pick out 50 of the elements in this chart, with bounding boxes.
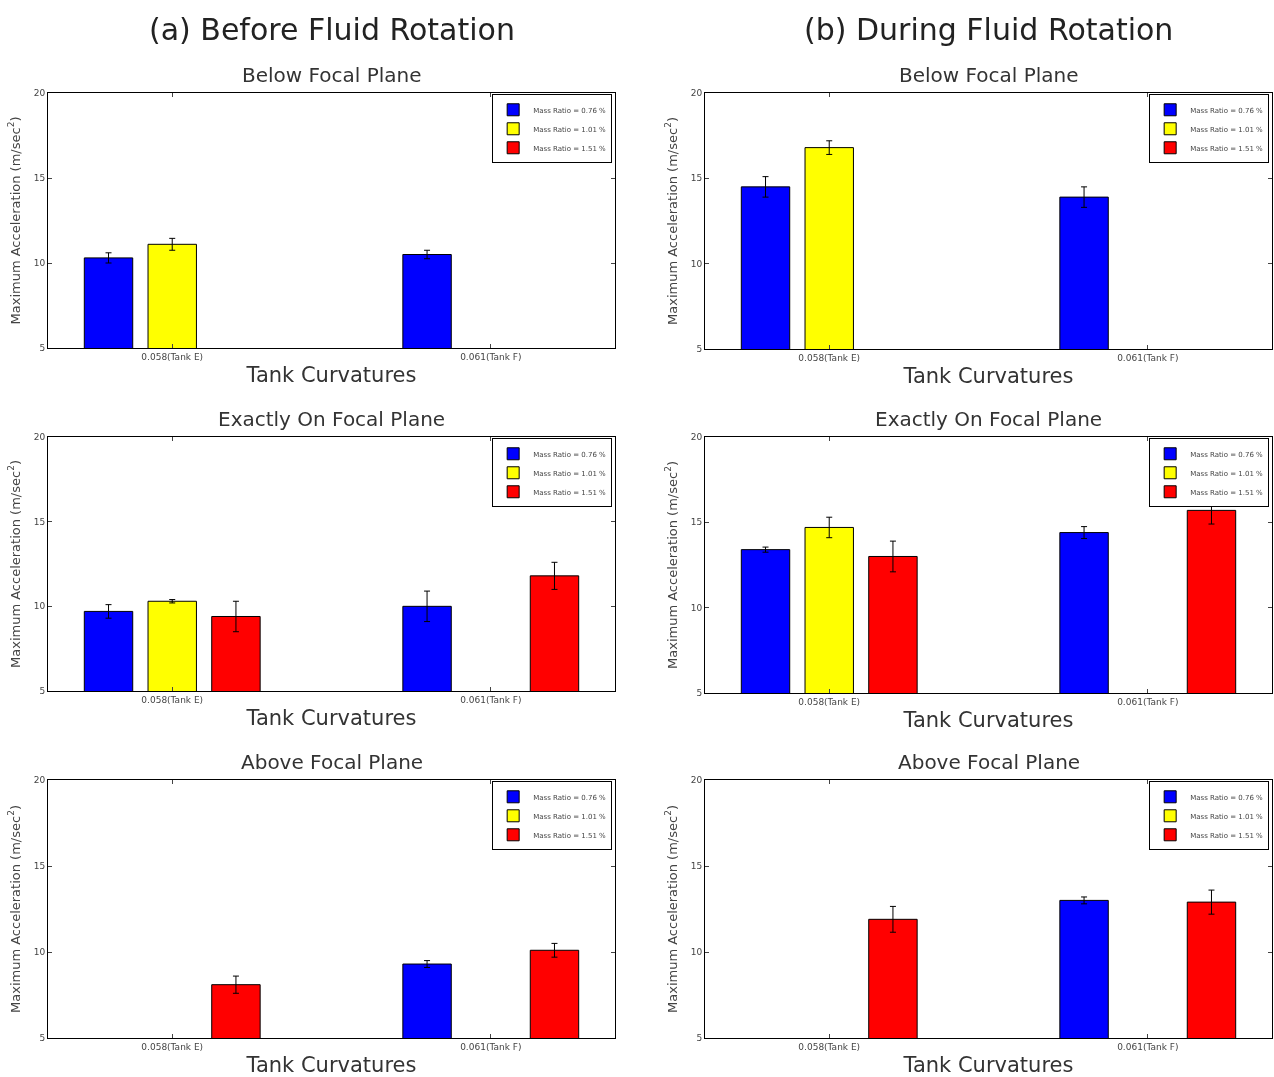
- y-tick-label: 10: [690, 602, 703, 613]
- x-tick-label: 0.061(Tank F): [460, 351, 522, 362]
- y-tick-label: 20: [33, 88, 46, 99]
- y-tick-label: 10: [33, 947, 46, 958]
- x-axis-title: Tank Curvatures: [902, 364, 1074, 388]
- x-tick-label: 0.058(Tank E): [141, 694, 204, 705]
- y-tick-label: 20: [33, 432, 46, 443]
- chart-title: Exactly On Focal Plane: [218, 407, 446, 431]
- y-tick-label: 5: [39, 686, 46, 697]
- x-axis-title: Tank Curvatures: [902, 1053, 1074, 1077]
- x-tick-label: 0.061(Tank F): [1117, 1041, 1179, 1052]
- x-axis-title: Tank Curvatures: [245, 363, 417, 387]
- y-tick-label: 15: [690, 173, 703, 184]
- y-tick-label: 15: [690, 861, 703, 872]
- y-tick-label: 5: [39, 1033, 46, 1044]
- y-tick-label: 10: [33, 601, 46, 612]
- y-tick-label: 15: [33, 516, 46, 527]
- chart-title: Exactly On Focal Plane: [875, 407, 1103, 431]
- x-tick-label: 0.058(Tank E): [798, 352, 861, 363]
- chart-title: Above Focal Plane: [898, 750, 1081, 774]
- y-tick-label: 20: [690, 775, 703, 786]
- x-tick-label: 0.061(Tank F): [1117, 352, 1179, 363]
- y-tick-label: 15: [33, 861, 46, 872]
- y-tick-label: 10: [33, 258, 46, 269]
- x-tick-label: 0.058(Tank E): [798, 1041, 861, 1052]
- x-axis-title: Tank Curvatures: [902, 708, 1074, 732]
- x-tick-label: 0.058(Tank E): [141, 1041, 204, 1052]
- x-axis-title: Tank Curvatures: [245, 1053, 417, 1077]
- chart-subtitle: Below Focal Plane: [899, 63, 1079, 87]
- y-tick-label: 5: [696, 344, 703, 355]
- x-tick-label: 0.061(Tank F): [460, 1041, 522, 1052]
- chart-title: (a) Before Fluid Rotation: [149, 12, 515, 47]
- y-tick-label: 15: [33, 173, 46, 184]
- chart-subtitle: Below Focal Plane: [242, 63, 422, 87]
- x-axis-title: Tank Curvatures: [245, 706, 417, 730]
- y-tick-label: 10: [690, 258, 703, 269]
- y-tick-label: 20: [690, 88, 703, 99]
- chart-title: (b) During Fluid Rotation: [804, 12, 1174, 47]
- y-tick-label: 5: [696, 1033, 703, 1044]
- chart-title: Above Focal Plane: [241, 750, 424, 774]
- y-tick-label: 10: [690, 947, 703, 958]
- y-tick-label: 15: [690, 517, 703, 528]
- y-tick-label: 5: [696, 688, 703, 699]
- x-tick-label: 0.058(Tank E): [798, 696, 861, 707]
- x-tick-label: 0.061(Tank F): [460, 694, 522, 705]
- y-tick-label: 5: [39, 343, 46, 354]
- y-tick-label: 20: [690, 432, 703, 443]
- x-tick-label: 0.061(Tank F): [1117, 696, 1179, 707]
- x-tick-label: 0.058(Tank E): [141, 351, 204, 362]
- y-tick-label: 20: [33, 775, 46, 786]
